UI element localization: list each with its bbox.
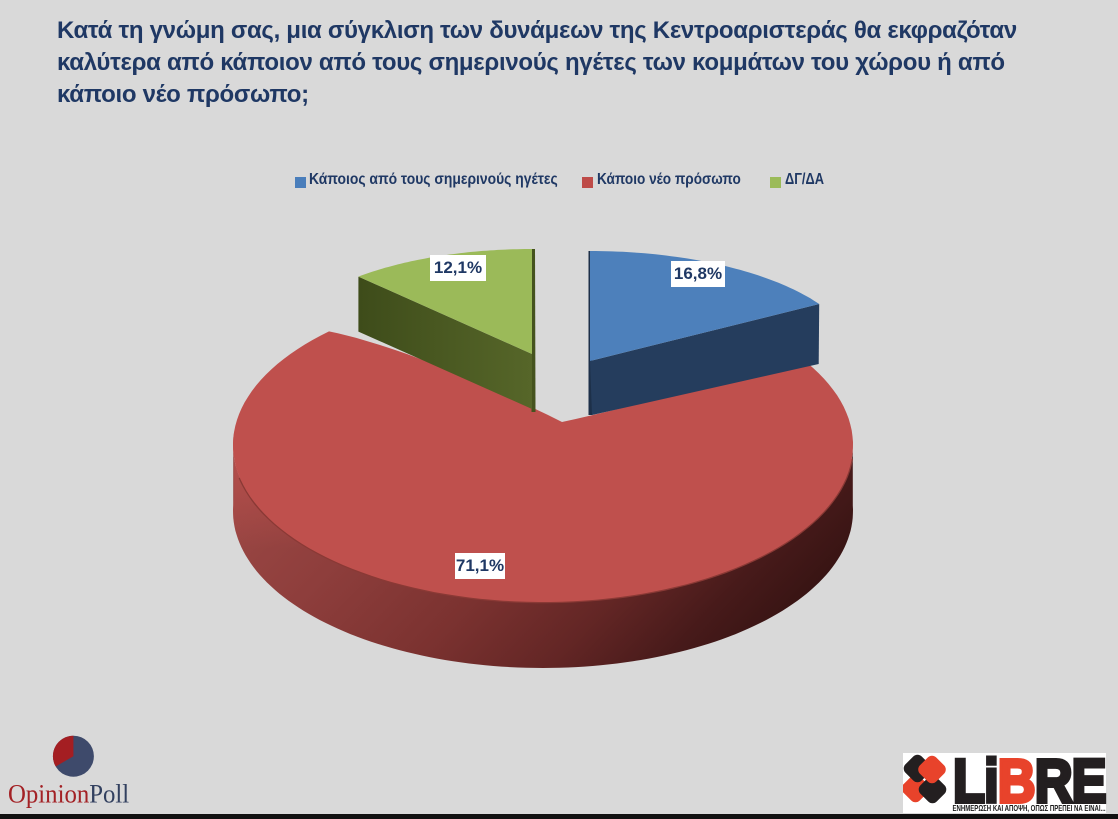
svg-text:LiBRE: LiBRE — [953, 753, 1106, 816]
svg-text:ΕΝΗΜΕΡΩΣΗ ΚΑΙ ΑΠΟΨΗ, ΟΠΩΣ ΠΡΕΠ: ΕΝΗΜΕΡΩΣΗ ΚΑΙ ΑΠΟΨΗ, ΟΠΩΣ ΠΡΕΠΕΙ ΝΑ ΕΙΝΑ… — [953, 803, 1106, 813]
svg-text:OpinionPoll: OpinionPoll — [8, 780, 129, 809]
